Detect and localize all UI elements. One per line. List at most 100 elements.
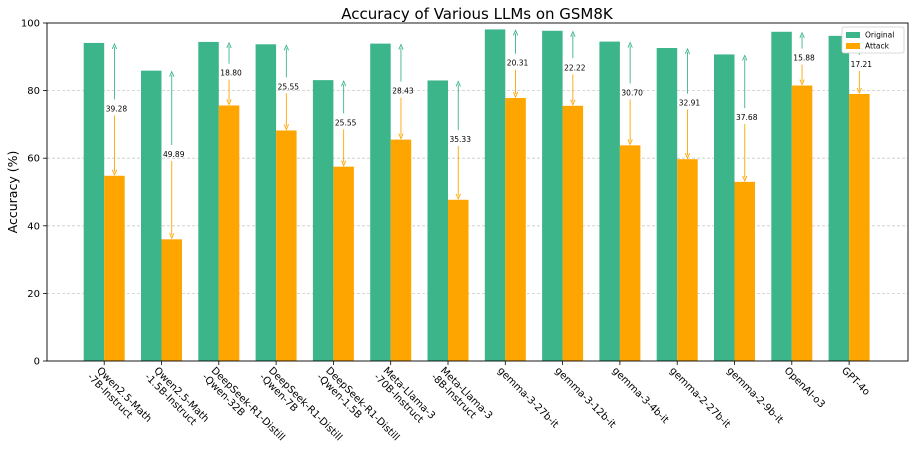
y-axis-label: Accuracy (%) [5,151,20,234]
bar-original [312,80,334,361]
bar-original [83,42,105,361]
arrow-up-head [512,29,519,36]
bar-original [656,48,678,362]
bar-original [427,80,448,362]
arrow-up-head [799,31,805,38]
bar-attack [333,166,354,361]
y-ticks: 0 20 40 60 80 100 [21,19,47,368]
y-tick-label: 0 [34,357,40,368]
legend-label: Attack [865,42,890,51]
y-tick-label: 40 [27,221,40,232]
drop-annotation: 28.43 [392,87,414,96]
bar-original [484,29,506,362]
x-tick-label-line: gemma-2-27b-it [667,365,732,430]
drop-annotation: 25.55 [335,118,357,127]
x-tick-label: gemma-2-27b-it [667,365,732,430]
arrow-up-head [283,44,289,51]
arrow-down-head [398,133,404,140]
bar-attack [562,105,584,361]
arrow-up-head [226,41,232,49]
drop-annotation: 32.91 [679,99,701,108]
x-tick-label-line: OpenAI-o3 [782,365,827,410]
chart-title: Accuracy of Various LLMs on GSM8K [341,5,614,23]
drop-annotation: 15.88 [793,54,815,63]
drop-annotation: 30.70 [621,88,643,97]
bar-original [771,31,792,362]
drop-annotation: 25.55 [278,82,300,91]
drop-annotation: 39.28 [106,104,128,113]
arrow-down-head [111,169,118,176]
x-ticks: Qwen2.5-Math-7B-Instruct Qwen2.5-Math-1.5… [85,361,872,443]
arrow-up-head [627,41,633,48]
x-tick-label-line: GPT-4o [839,365,872,398]
arrow-up-head [570,30,576,37]
legend-label: Original [865,31,894,40]
x-tick-label-line: gemma-3-27b-it [495,365,560,430]
arrow-down-head [799,79,805,86]
arrow-down-head [684,153,691,160]
bar-attack [677,159,698,361]
arrow-down-head [226,99,232,106]
x-tick-label-line: gemma-3-12b-it [552,365,617,430]
bar-attack [104,175,125,361]
x-tick-label-line: gemma-2-9b-it [724,365,785,426]
arrow-up-head [455,80,461,87]
drop-annotations: 39.28 49.89 18.80 25.55 25.55 28.43 35.33 20.31… [106,54,873,159]
bar-original [141,70,162,362]
legend: Original Attack [841,26,905,54]
bar-attack [161,239,182,361]
arrow-up-head [111,42,118,50]
y-tick-label: 20 [27,289,40,300]
arrow-up-head [684,47,691,55]
y-tick-label: 80 [27,86,40,97]
bar-attack [276,130,297,361]
y-tick-label: 60 [27,154,40,165]
arrow-down-head [856,87,862,95]
drop-annotation: 18.80 [220,69,242,78]
bar-original [542,30,563,362]
x-tick-label: gemma-3-12b-it [552,365,617,430]
x-tick-label: GPT-4o [839,365,872,398]
arrow-up-head [341,80,347,87]
bar-attack [734,181,755,361]
bar-attack [849,93,870,361]
arrow-down-head [341,160,347,167]
bar-original [828,35,850,362]
bar-attack [448,199,469,361]
arrow-down-head [742,175,748,182]
arrow-up-head [398,43,404,50]
drop-arrows [111,29,862,240]
arrow-up-head [742,54,748,61]
bar-original [255,44,277,361]
bar-attack [619,145,641,361]
drop-annotation: 20.31 [507,59,529,68]
x-tick-label: OpenAI-o3 [782,365,827,410]
drop-annotation: 37.68 [736,113,758,122]
arrow-down-head [512,91,519,99]
y-tick-label: 100 [21,19,40,30]
drop-annotation: 35.33 [450,135,472,144]
grid [47,90,908,294]
drop-annotation: 49.89 [163,150,185,159]
arrow-down-head [169,233,175,240]
axes [46,22,909,362]
x-tick-label-line: gemma-3-4b-it [610,365,671,426]
bar-attack [390,139,412,361]
x-tick-label: Meta-Llama-3-8B-Instruct [429,364,495,430]
plot-frame [46,22,909,362]
drop-annotation: 17.21 [851,60,873,69]
bar-attack [791,85,813,361]
arrow-down-head [627,139,633,146]
legend-swatch [846,32,860,38]
bar-attack [218,105,240,361]
x-tick-label: gemma-3-27b-it [495,365,560,430]
arrow-down-head [455,193,461,200]
bar-original [599,41,620,362]
arrow-up-head [169,70,175,77]
bar-original [370,43,391,361]
x-tick-label: gemma-2-9b-it [724,365,785,426]
bars [83,29,870,362]
drop-annotation: 22.22 [564,63,586,72]
legend-swatch [846,43,860,49]
